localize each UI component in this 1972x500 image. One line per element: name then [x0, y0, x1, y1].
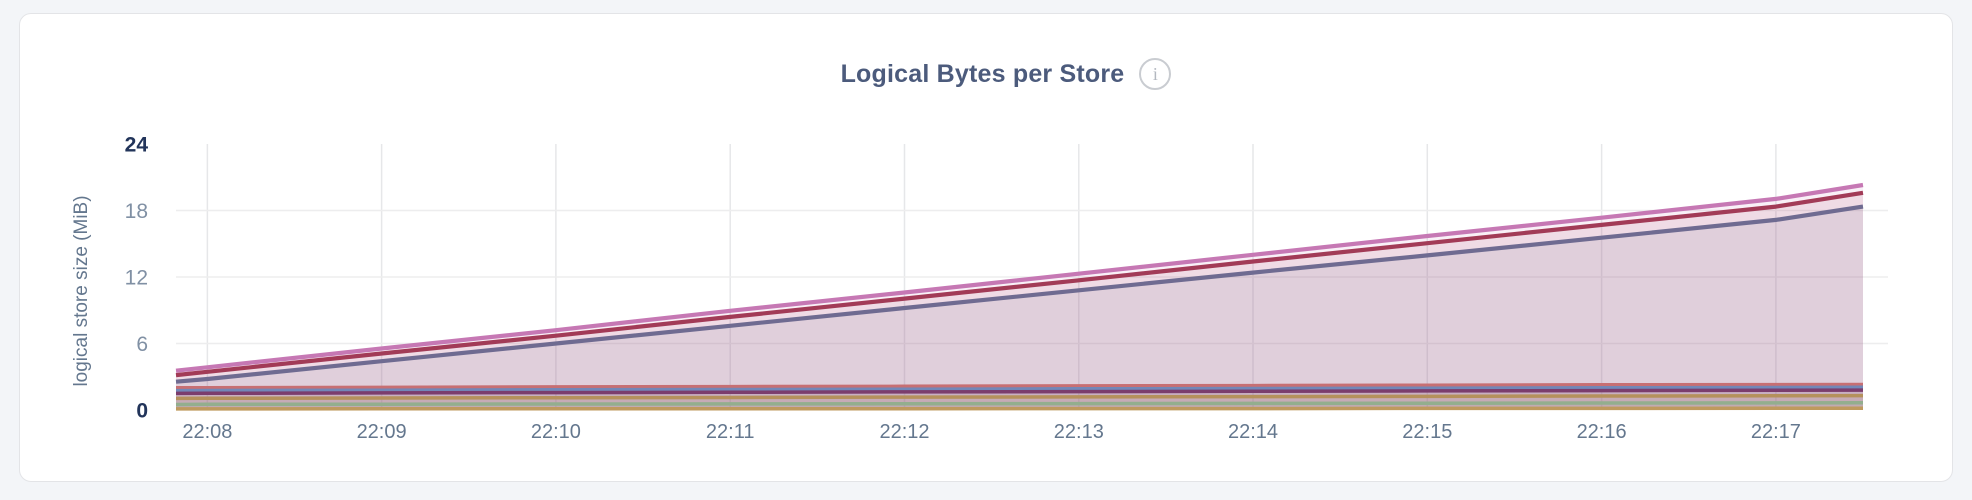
- chart-title: Logical Bytes per Store: [840, 59, 1125, 88]
- series-area-line-2: [176, 192, 1863, 410]
- series-line-line-4: [175, 382, 1864, 390]
- series-area-line-3: [176, 206, 1863, 410]
- series-line-line-3: [175, 204, 1864, 384]
- x-tick-label: 22:09: [357, 421, 407, 443]
- series-line-line-6: [175, 388, 1864, 396]
- y-tick-label: 18: [125, 200, 148, 223]
- series-line-line-2: [175, 190, 1864, 378]
- info-icon[interactable]: i: [1139, 58, 1172, 90]
- x-tick-label: 22:13: [1054, 421, 1104, 443]
- y-tick-label: 24: [125, 134, 149, 157]
- x-tick-label: 22:10: [531, 421, 581, 443]
- chart-header: Logical Bytes per Store i: [39, 56, 1972, 92]
- series-line-line-7: [175, 393, 1864, 401]
- series-line-line-8: [175, 401, 1864, 407]
- x-tick-label: 22:14: [1228, 421, 1278, 443]
- x-tick-label: 22:12: [879, 421, 929, 443]
- x-tick-label: 22:17: [1751, 421, 1801, 443]
- x-tick-label: 22:15: [1402, 421, 1452, 443]
- x-tick-label: 22:16: [1577, 421, 1627, 443]
- series-line-line-1: [175, 182, 1864, 373]
- y-tick-label: 0: [136, 400, 148, 423]
- y-tick-label: 6: [136, 333, 148, 356]
- y-tick-label: 12: [125, 267, 148, 290]
- series-line-line-9: [176, 406, 1863, 411]
- series-line-line-5: [175, 385, 1864, 393]
- x-tick-label: 22:08: [182, 421, 232, 443]
- x-tick-label: 22:11: [706, 421, 755, 443]
